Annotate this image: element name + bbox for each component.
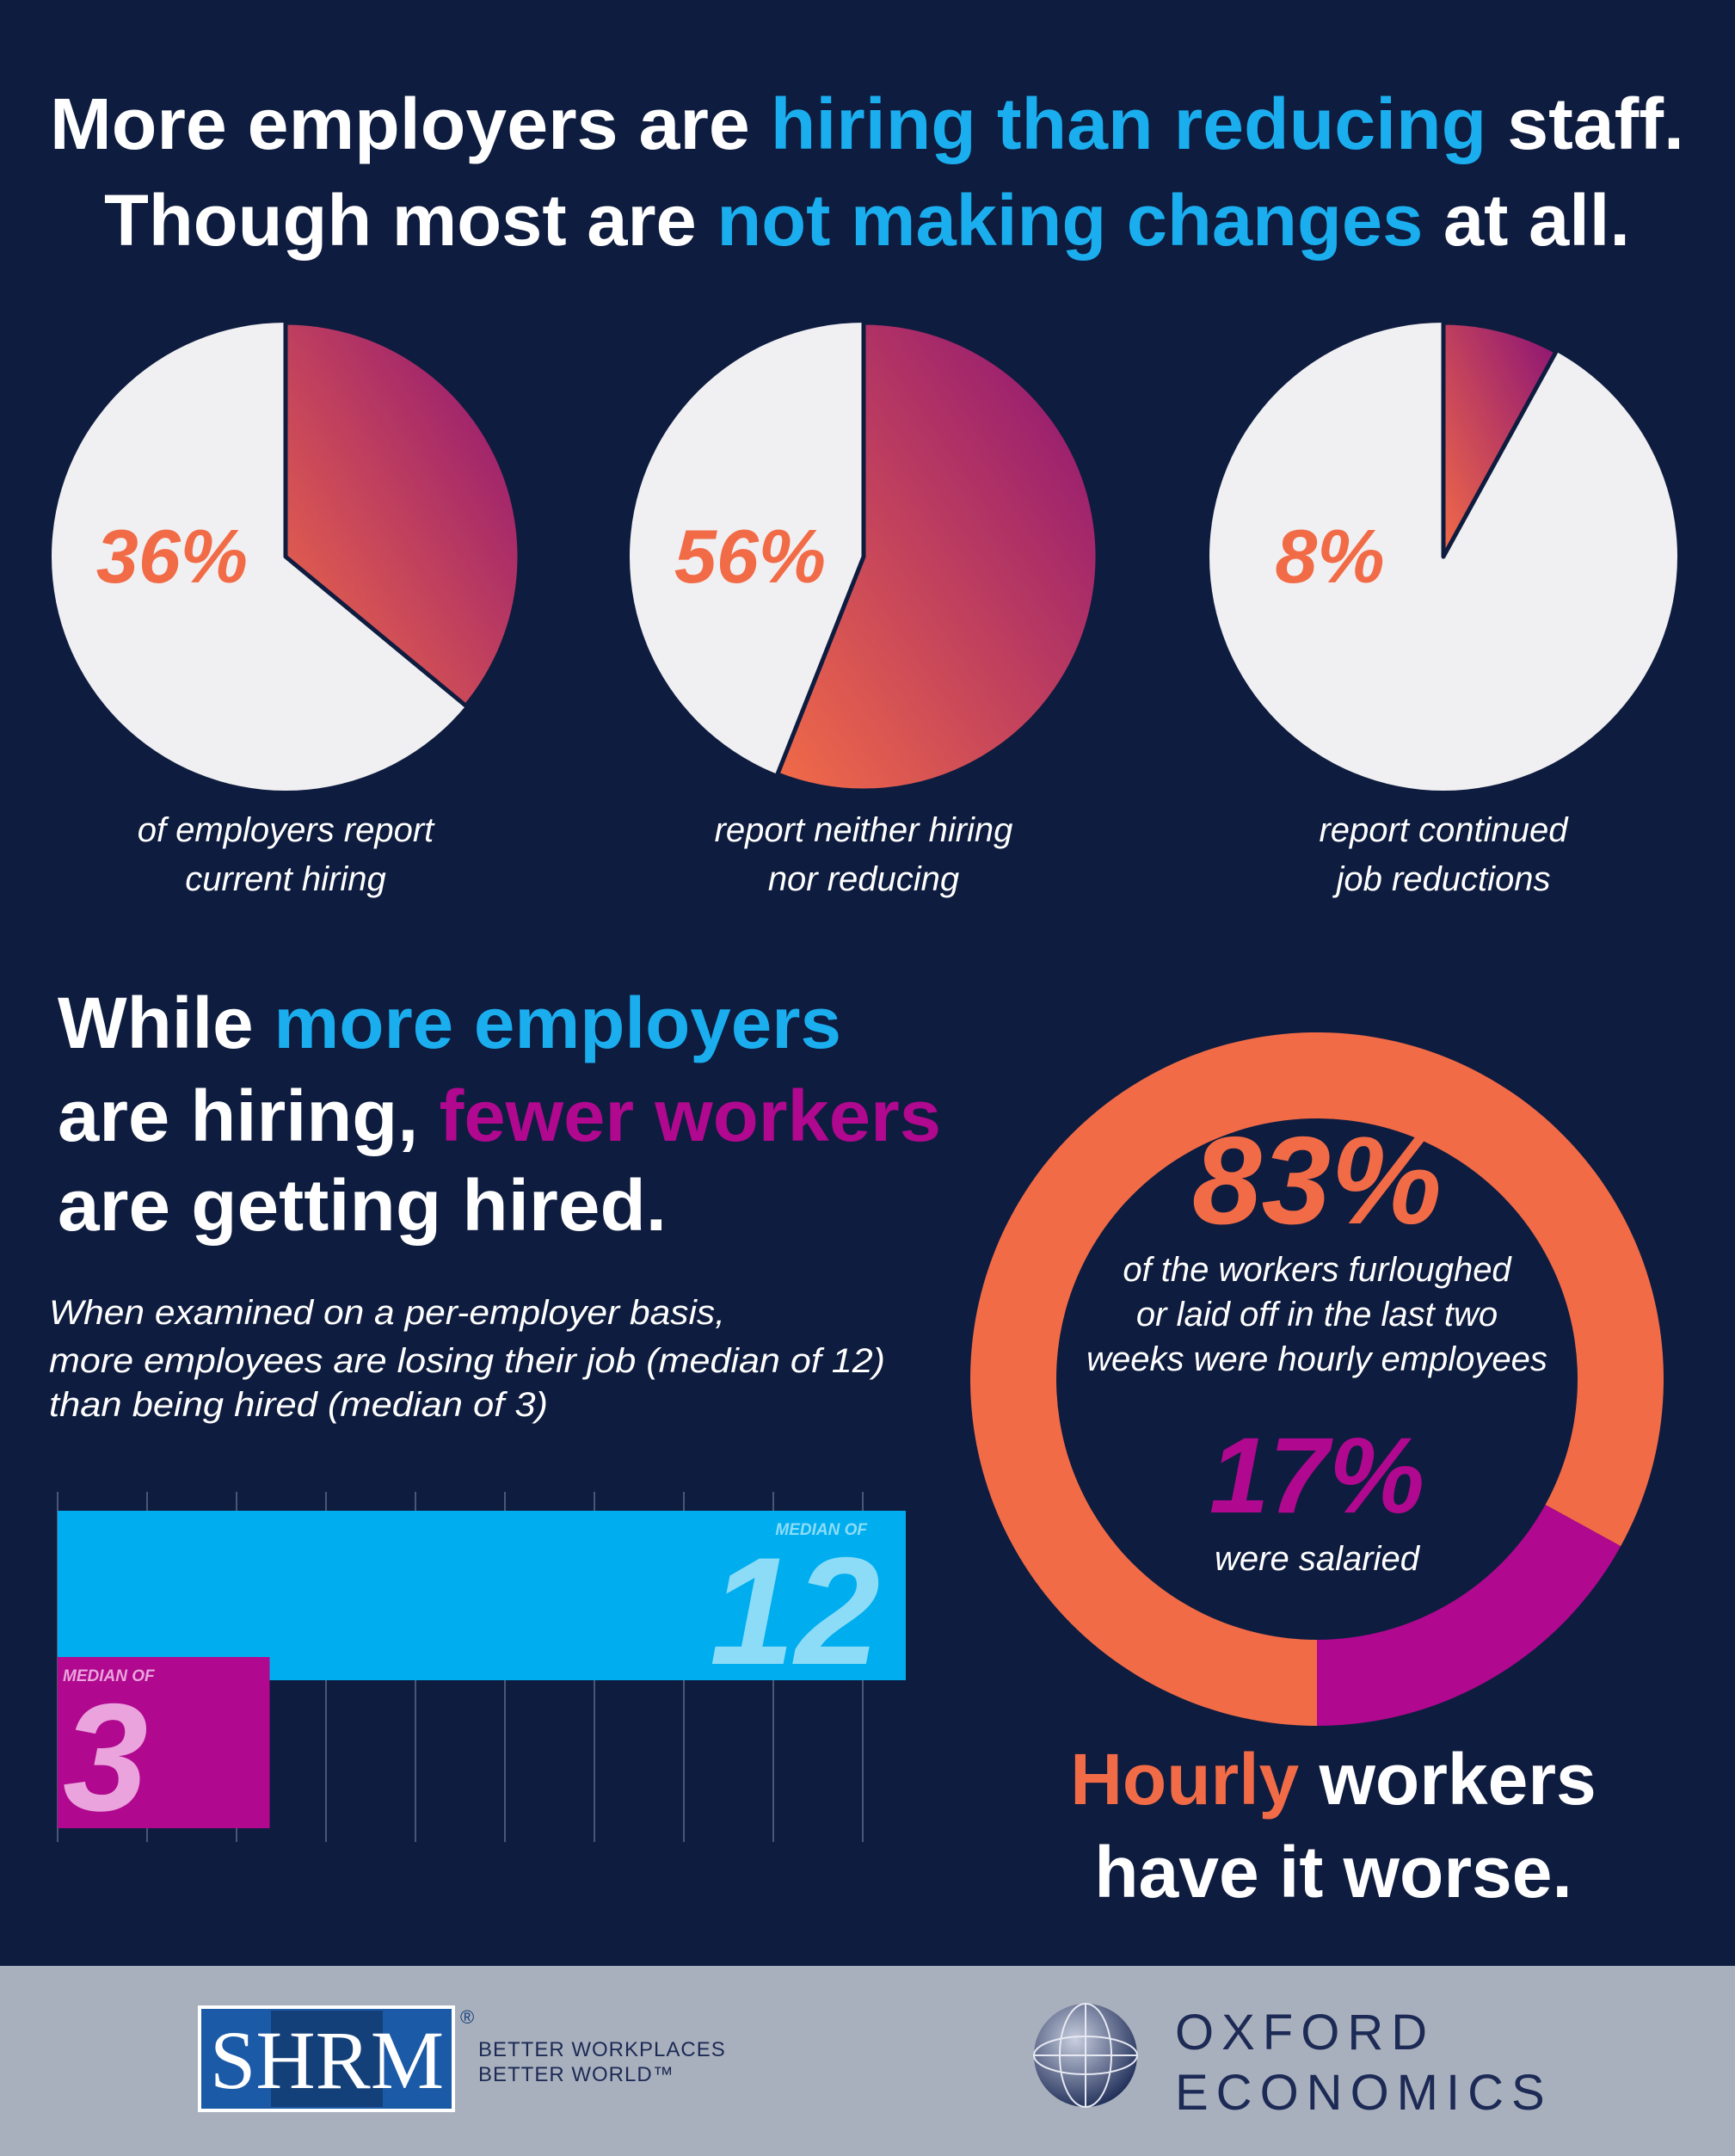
headline-text: Though most are [104,180,697,261]
shrm-logo: SHRM [210,2014,444,2106]
oxford-logo: OXFORD [1175,2005,1435,2061]
heading-highlight: more employers [274,983,841,1063]
headline-highlight: not making changes [717,180,1423,261]
headline-text: staff. [1507,83,1684,164]
donut-caption: of the workers furloughed [1123,1251,1512,1289]
bar-label: MEDIAN OF [775,1521,868,1539]
bar [58,1511,906,1680]
bar-label: MEDIAN OF [63,1667,156,1685]
headline: Though most are not making changes at al… [104,180,1630,261]
conclusion-text: workers [1319,1739,1597,1820]
headline: More employers are hiring than reducing … [50,83,1684,164]
pie-slice [1441,320,1559,559]
pie-slice [283,320,522,708]
pie-caption: of employers report [138,811,435,849]
pie-slice [775,320,1100,793]
pie-value-label: 56% [674,514,826,599]
oxford-logo: ECONOMICS [1175,2065,1553,2121]
section-heading: are getting hired. [58,1165,667,1246]
heading-text: are hiring, [58,1075,418,1156]
section-heading: While more employers [58,983,841,1063]
shrm-mark: ® [460,2006,474,2028]
conclusion: Hourly workers [1070,1739,1597,1820]
conclusion: have it worse. [1094,1832,1572,1913]
pie-caption: current hiring [185,860,385,898]
section-heading: are hiring, fewer workers [58,1075,941,1156]
donut-caption: or laid off in the last two [1136,1296,1498,1334]
heading-text: While [58,983,254,1063]
note: than being hired (median of 3) [49,1386,548,1424]
heading-highlight: fewer workers [440,1075,941,1156]
donut-value-label: 17% [1209,1416,1424,1536]
pie-value-label: 8% [1275,514,1384,599]
donut-caption: were salaried [1215,1540,1421,1578]
pie-caption: job reductions [1332,860,1550,898]
pie-caption: report neither hiring [715,811,1013,849]
headline-text: at all. [1443,180,1630,261]
conclusion-highlight: Hourly [1070,1739,1299,1820]
bar [58,1657,270,1828]
donut-value-label: 83% [1192,1111,1442,1250]
pie-caption: nor reducing [768,860,959,898]
pie-value-label: 36% [96,514,248,599]
shrm-tagline: BETTER WORKPLACES [478,2038,726,2061]
note: When examined on a per-employer basis, [49,1294,725,1332]
headline-highlight: hiring than reducing [771,83,1487,164]
pie-caption: report continued [1319,811,1569,849]
shrm-tagline: BETTER WORLD™ [478,2063,674,2086]
note: more employees are losing their job (med… [49,1342,885,1380]
shrm-logo-inner [271,2011,383,2107]
bar-value-label: 3 [63,1672,148,1843]
donut-caption: weeks were hourly employees [1086,1340,1547,1378]
headline-text: More employers are [50,83,750,164]
donut-segment [1317,1504,1621,1726]
bar-value-label: 12 [710,1525,880,1697]
